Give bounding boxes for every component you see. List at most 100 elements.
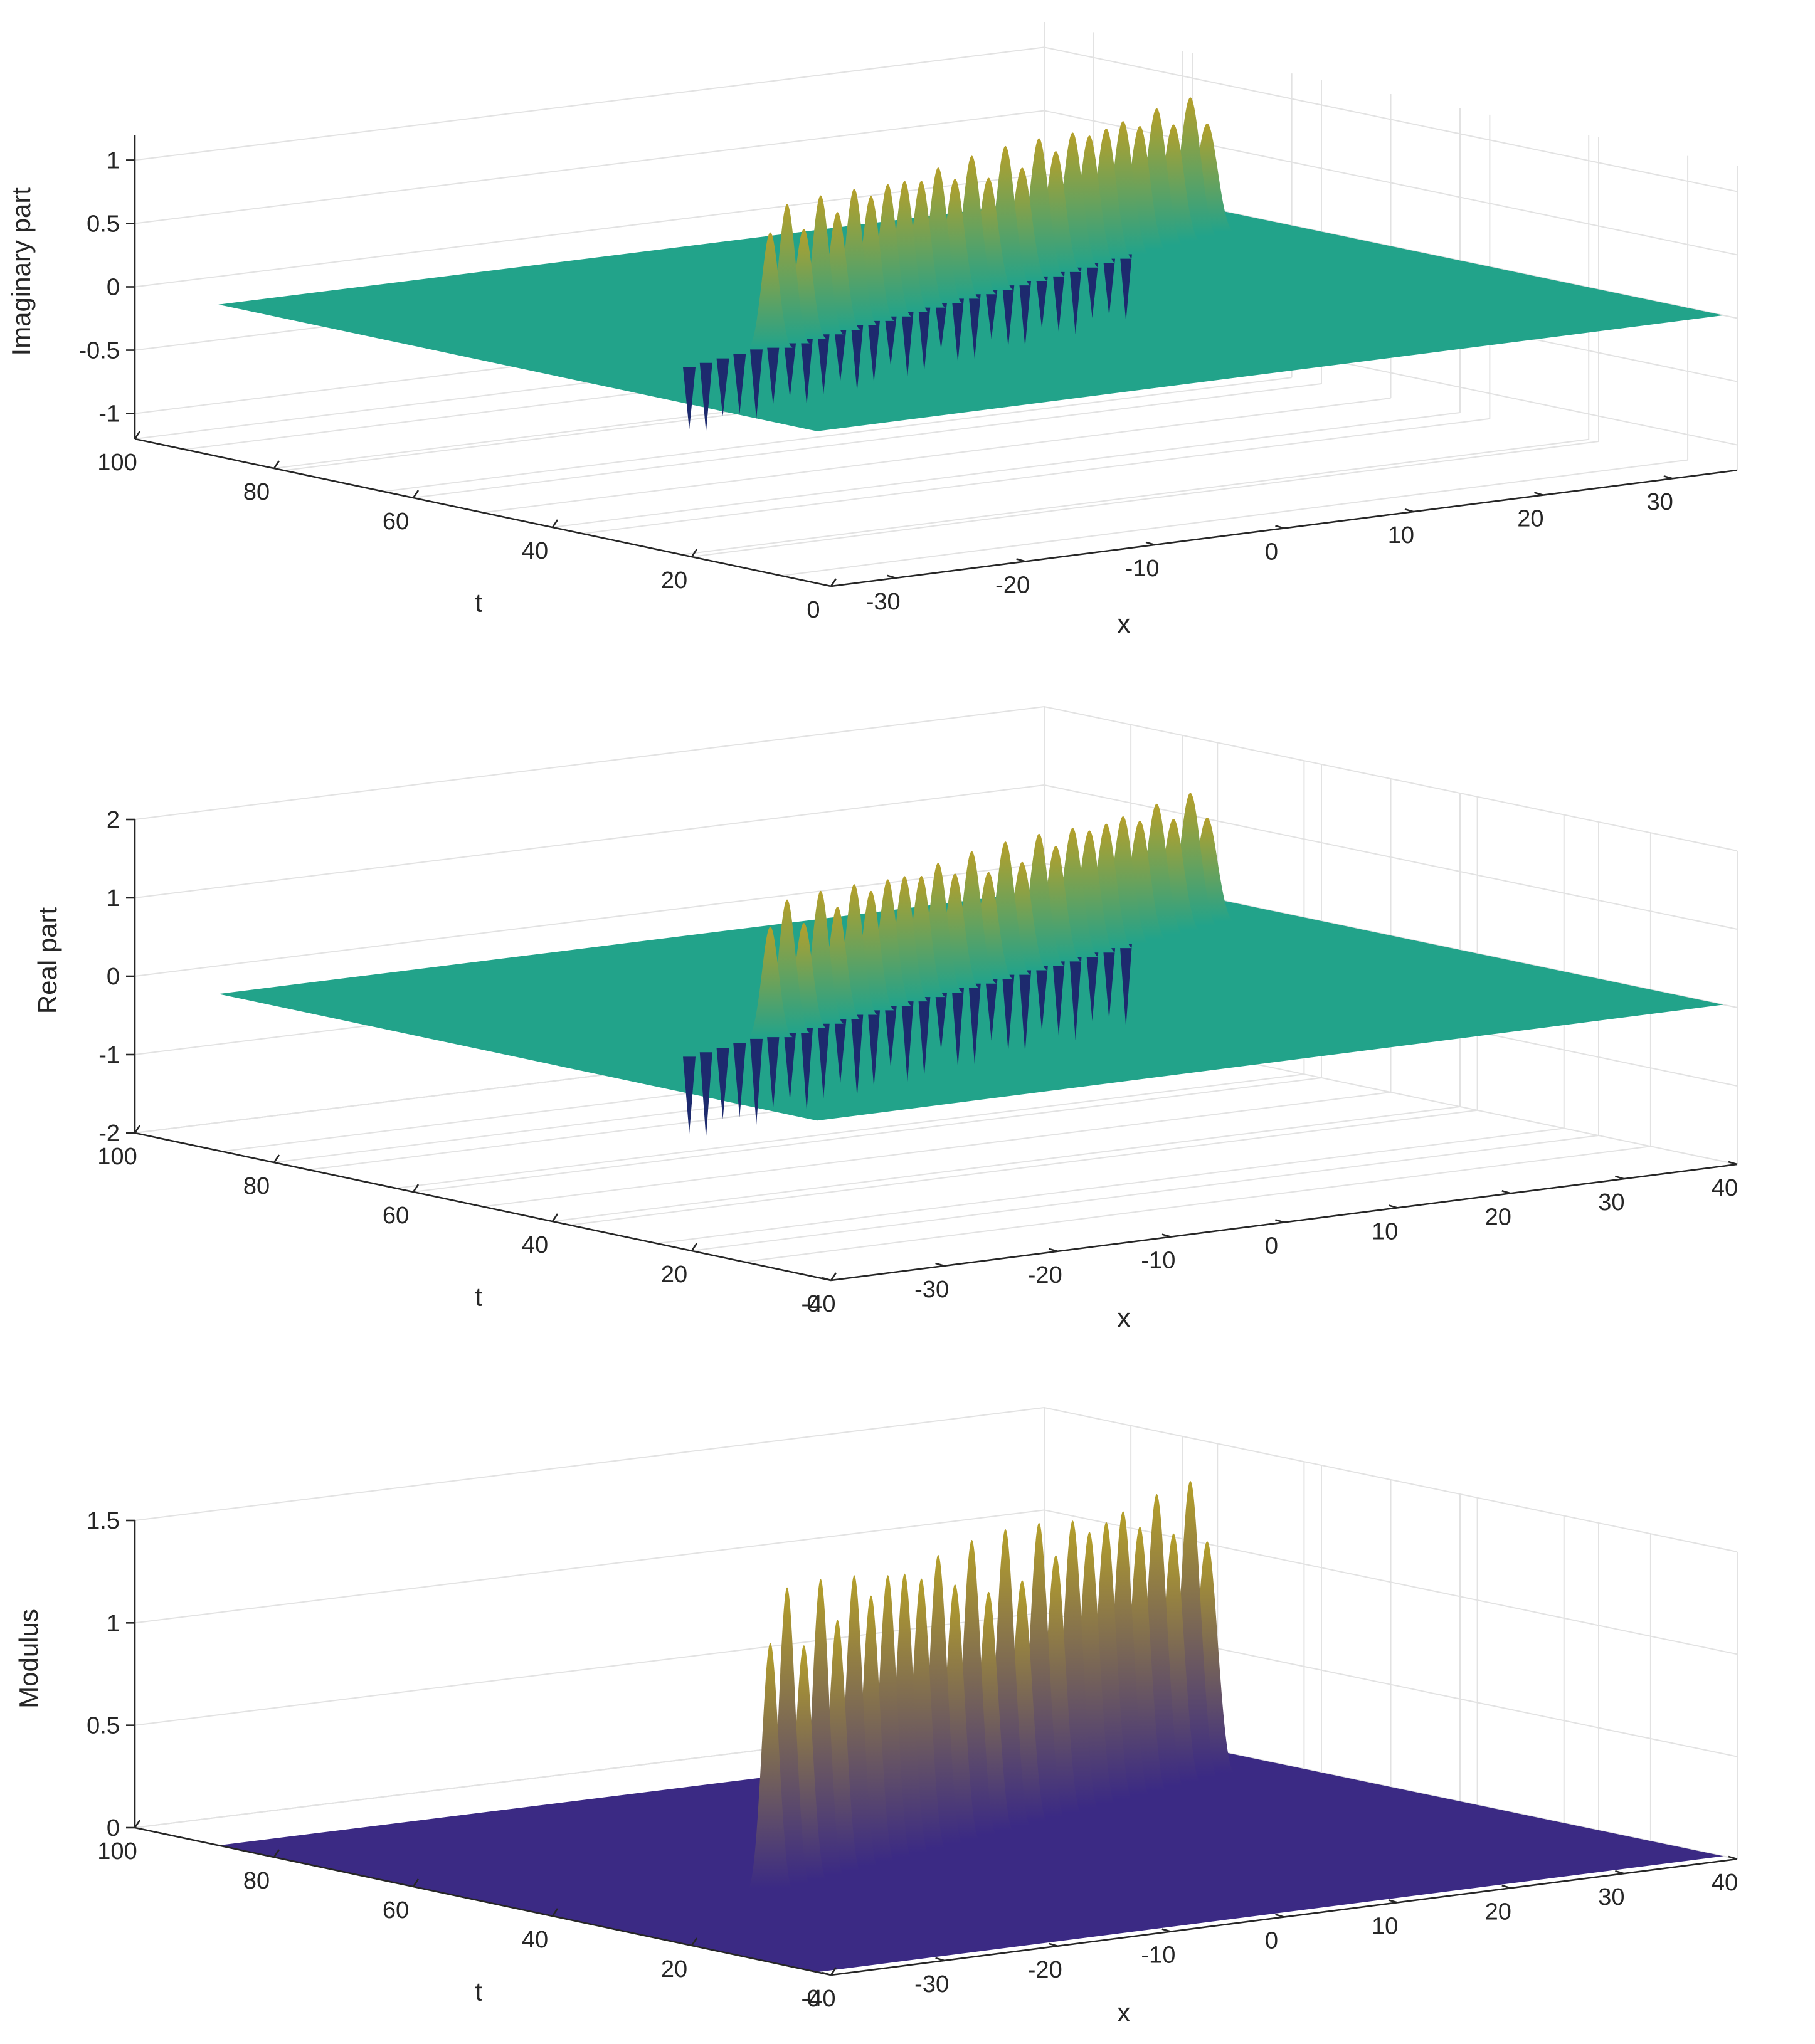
z-tick-label: -2 — [98, 1120, 120, 1147]
axes: 210-1-2100806040200-40-30-20-10010203040… — [33, 807, 1738, 1332]
t-tick — [273, 460, 280, 469]
grid-line — [657, 1127, 1564, 1245]
x-tick — [1161, 1233, 1172, 1238]
t-tick-label: 80 — [243, 1173, 270, 1199]
surface-peak — [748, 927, 793, 1038]
grid-line — [569, 1109, 1478, 1226]
z-axis-label: Real part — [33, 907, 62, 1014]
grid-line — [691, 441, 1599, 557]
t-tick — [273, 1849, 280, 1858]
grid-line — [134, 46, 1738, 192]
t-tick-label: 80 — [243, 1868, 270, 1894]
x-tick — [1501, 1190, 1511, 1194]
surface-trough — [1069, 954, 1082, 1041]
x-tick-label: 30 — [1598, 1189, 1624, 1216]
t-tick — [551, 519, 559, 528]
surface-trough — [716, 1048, 729, 1119]
grid-line — [781, 459, 1688, 577]
z-tick-label: 2 — [107, 807, 120, 833]
t-tick — [830, 1967, 837, 1976]
surface-trough — [699, 1052, 712, 1139]
t-tick-label: 60 — [383, 508, 409, 535]
x-tick — [886, 574, 896, 579]
x-tick-label: 10 — [1372, 1913, 1398, 1939]
surface-trough — [833, 1016, 847, 1084]
surface-trough — [1035, 963, 1049, 1031]
t-tick — [691, 1243, 698, 1251]
surface — [218, 97, 1723, 433]
surface-trough — [951, 985, 965, 1068]
t-tick — [551, 1908, 559, 1917]
x-tick-label: 10 — [1388, 522, 1414, 549]
surface-trough — [817, 331, 830, 394]
x-tick — [1161, 1928, 1172, 1932]
t-tick — [134, 1125, 141, 1134]
x-tick-label: 20 — [1517, 506, 1543, 532]
grid-line — [134, 705, 1738, 851]
t-tick — [412, 1878, 420, 1887]
x-tick-label: -30 — [914, 1971, 949, 1998]
surface-trough — [884, 313, 897, 366]
surface-trough — [850, 322, 864, 392]
t-axis-label: t — [475, 588, 482, 618]
subplot-modulus: 1.510.50100806040200-40-30-20-1001020304… — [14, 1406, 1738, 2027]
x-tick-label: 0 — [1265, 1928, 1278, 1954]
grid-line — [744, 1146, 1651, 1263]
x-tick-label: -40 — [802, 1986, 836, 2012]
z-tick-label: 1 — [107, 1610, 120, 1636]
surface-trough — [1019, 967, 1032, 1053]
t-tick-label: 40 — [522, 1232, 548, 1258]
surface-trough — [985, 976, 998, 1041]
z-tick-label: -1 — [98, 1042, 120, 1068]
surface-trough — [750, 349, 763, 419]
surface — [218, 793, 1723, 1139]
t-tick-label: 0 — [807, 1986, 820, 2012]
surface-trough — [951, 296, 965, 362]
t-tick-label: 60 — [383, 1203, 409, 1229]
t-axis-line — [134, 1826, 832, 1976]
surface-trough — [1052, 269, 1066, 332]
surface-trough — [867, 318, 881, 383]
grid-line — [552, 1106, 1461, 1222]
z-tick-label: 0 — [107, 275, 120, 301]
grid-line — [482, 398, 1391, 514]
t-axis-line — [134, 438, 832, 587]
z-tick-label: 0 — [107, 964, 120, 990]
t-tick-label: 100 — [97, 1144, 137, 1170]
x-tick — [1388, 1204, 1398, 1209]
t-tick-label: 20 — [661, 1262, 687, 1288]
surface-trough — [683, 1056, 696, 1134]
t-tick — [830, 578, 837, 587]
grid-line — [413, 383, 1322, 498]
x-tick — [1388, 1899, 1398, 1904]
surface-trough — [1002, 972, 1015, 1052]
surface-trough — [766, 345, 780, 406]
x-tick-label: 20 — [1485, 1204, 1511, 1230]
surface-trough — [1086, 949, 1099, 1021]
z-tick-label: -1 — [98, 401, 120, 428]
x-tick-label: -10 — [1125, 556, 1160, 582]
x-tick-label: -20 — [995, 572, 1030, 598]
surface-trough — [1103, 256, 1116, 317]
x-tick-label: 40 — [1712, 1870, 1738, 1896]
grid-line — [582, 418, 1490, 535]
x-tick-label: -40 — [802, 1291, 836, 1317]
axes: 1 0.5 0 -0.5 -1 100 80 60 40 20 0 -30 -20 -10 0 10 20 30 I… — [6, 135, 1738, 638]
surface-trough — [783, 1030, 796, 1101]
x-tick-label: -10 — [1141, 1942, 1175, 1969]
t-axis-label: t — [475, 1977, 482, 2006]
surface-trough — [901, 309, 914, 377]
surface-trough — [766, 1034, 780, 1109]
x-tick-label: -30 — [866, 589, 901, 615]
x-tick-label: 0 — [1265, 539, 1278, 566]
surface-trough — [968, 291, 982, 360]
x-tick-label: 0 — [1265, 1233, 1278, 1260]
x-tick-label: -30 — [914, 1277, 949, 1303]
x-tick — [1275, 1914, 1284, 1918]
surface-trough — [1035, 273, 1049, 329]
surface-trough — [985, 287, 998, 339]
z-tick-label: 0.5 — [87, 1713, 120, 1739]
t-tick-label: 40 — [522, 538, 548, 564]
grid-line — [383, 377, 1292, 492]
